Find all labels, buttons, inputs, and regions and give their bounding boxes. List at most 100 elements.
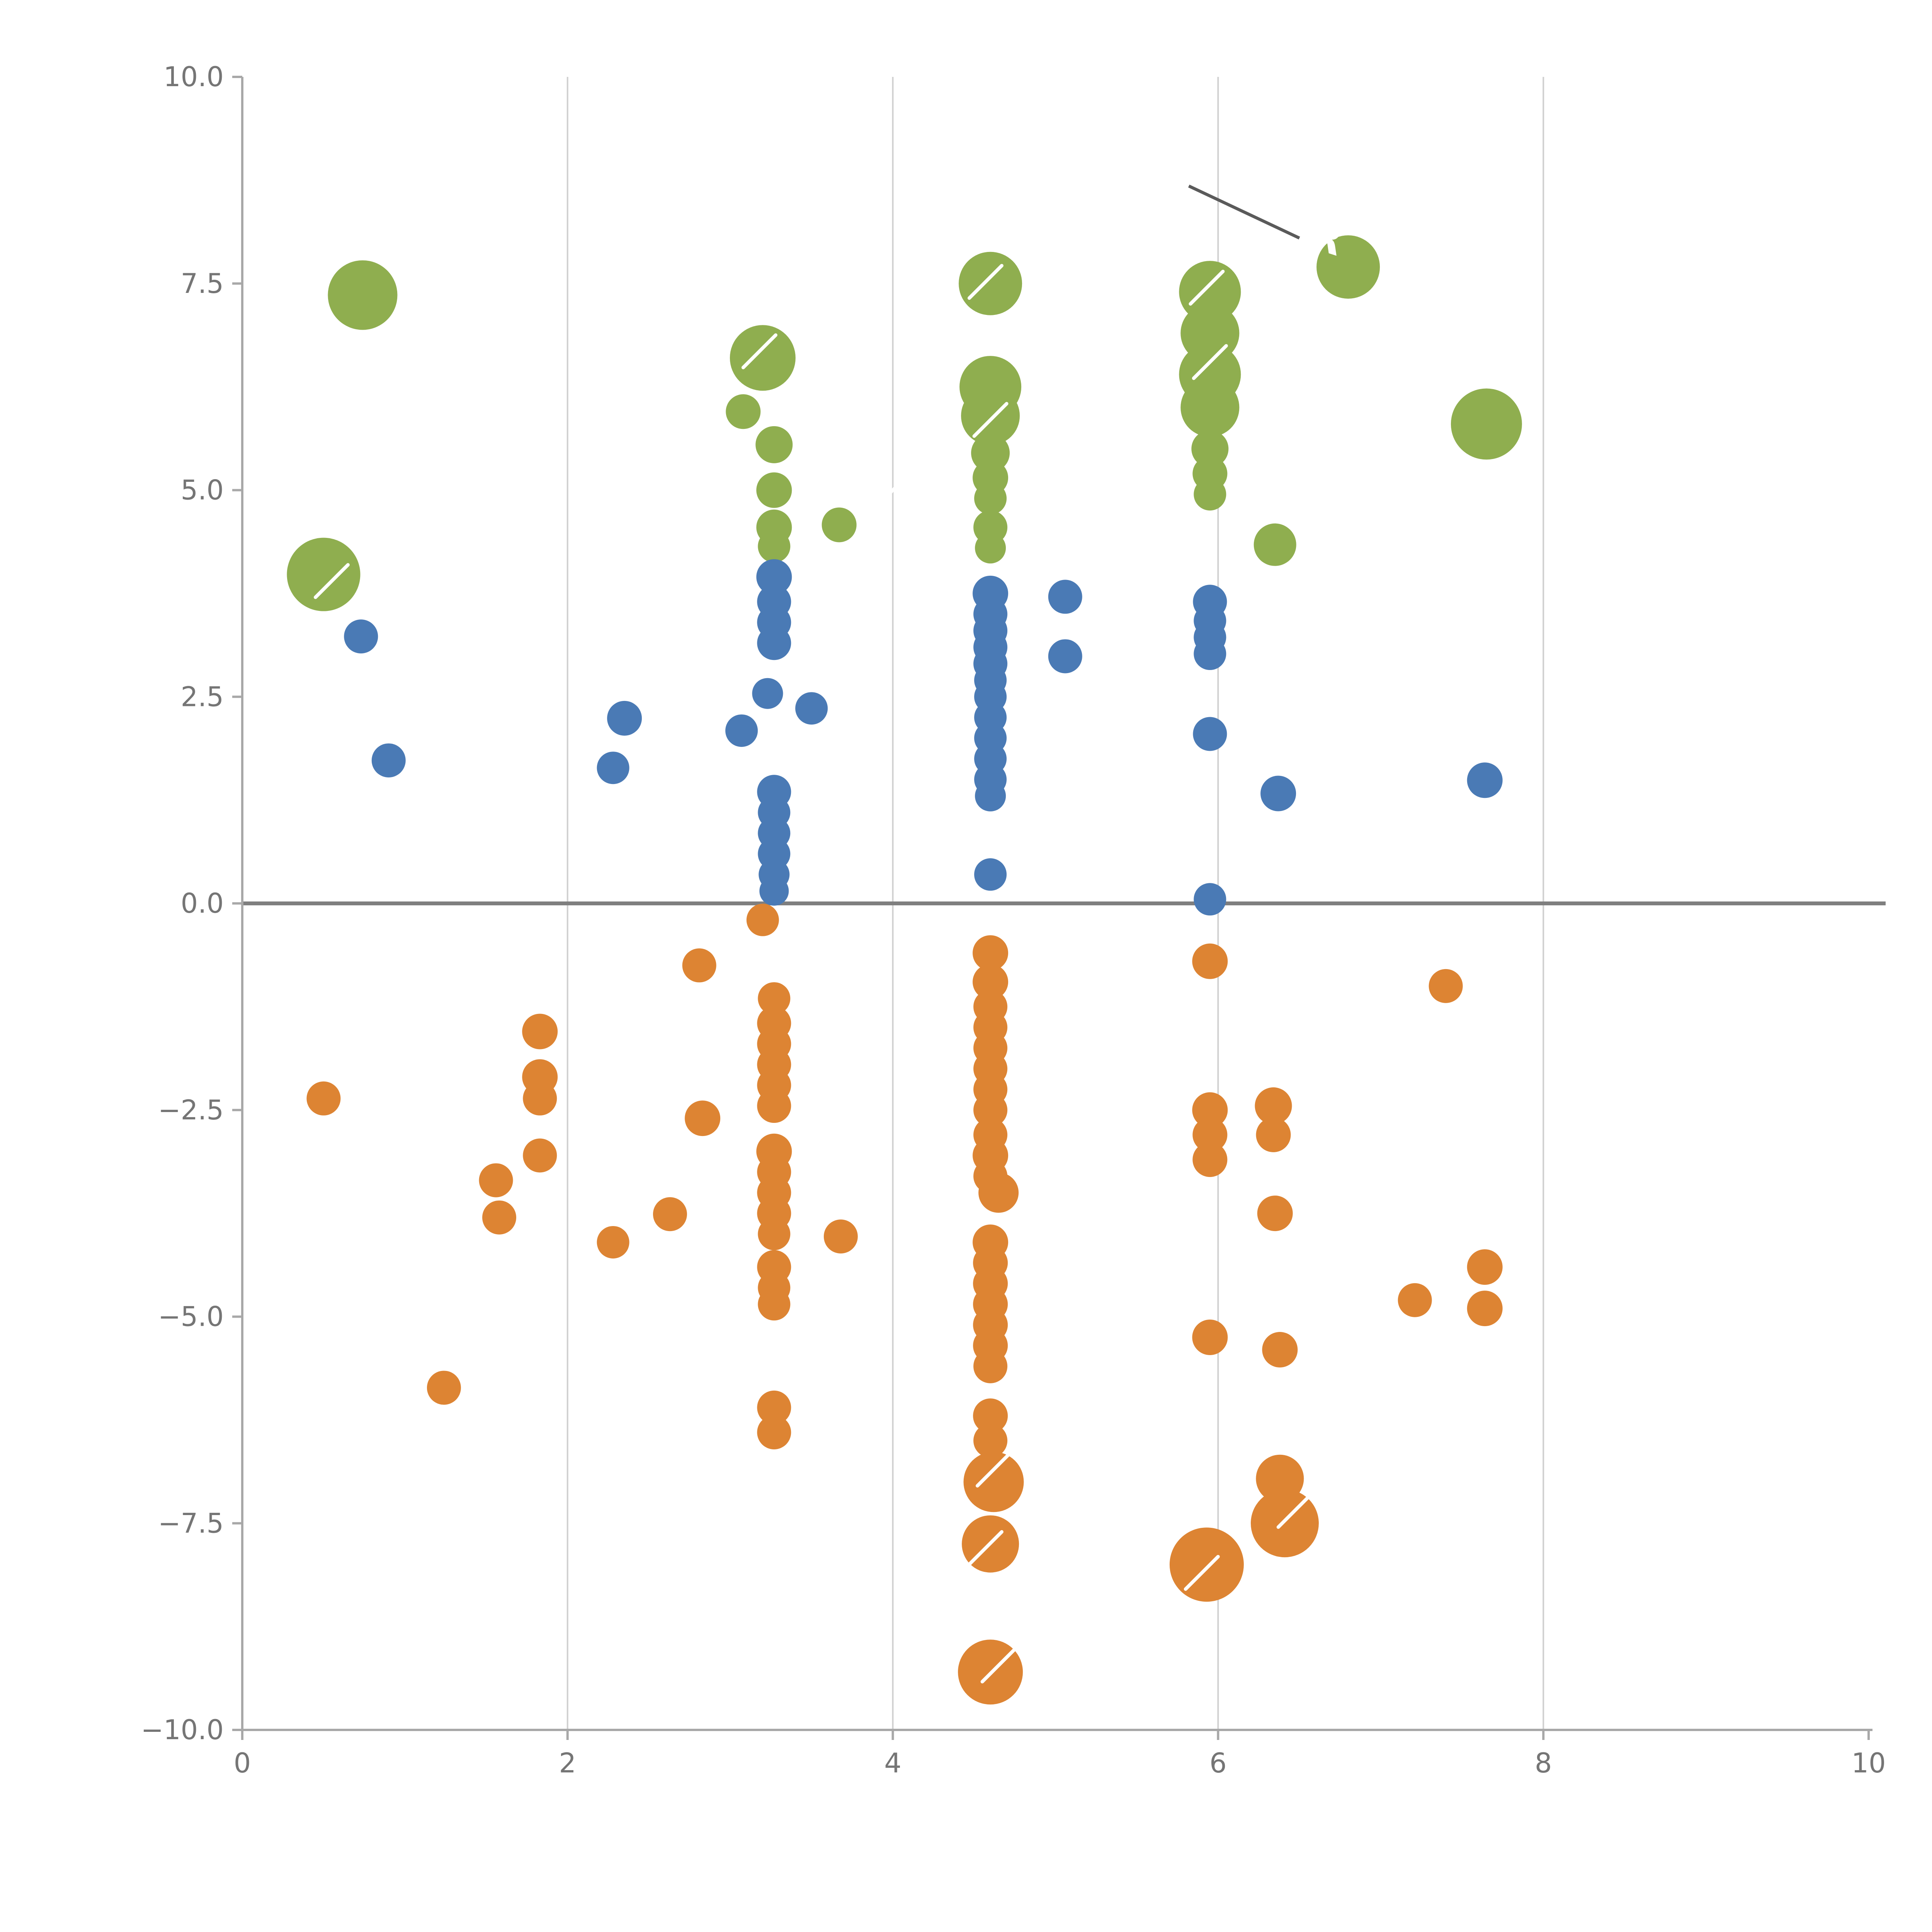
scatter-point-orange [1262, 1332, 1298, 1368]
scatter-point-orange [306, 1081, 341, 1116]
scatter-point-blue [975, 780, 1006, 811]
scatter-point-orange [1257, 1196, 1293, 1231]
scatter-point-blue [1048, 639, 1082, 673]
y-tick-label: 10.0 [163, 61, 224, 93]
scatter-point-orange [973, 935, 1009, 971]
white-slash-mark [1184, 1555, 1220, 1591]
scatter-point-orange [1429, 969, 1463, 1003]
scatter-point-green [1194, 478, 1226, 511]
x-tick-label: 6 [1209, 1747, 1227, 1779]
y-tick-label: −10.0 [141, 1714, 224, 1746]
scatter-point-orange [757, 1390, 791, 1425]
scatter-point-orange [479, 1163, 513, 1197]
scatter-point-green [821, 507, 857, 543]
white-slash-mark [313, 563, 350, 599]
scatter-point-orange [973, 1423, 1008, 1458]
scatter-point-green [974, 482, 1007, 515]
scatter-point-orange [973, 1349, 1008, 1383]
scatter-point-orange [757, 1089, 791, 1123]
white-slash-mark [875, 472, 911, 508]
scatter-point-orange [1255, 1087, 1292, 1125]
scatter-point-orange [758, 982, 791, 1015]
scatter-point-green [328, 260, 398, 330]
scatter-point-orange [823, 1219, 858, 1254]
scatter-point-orange [427, 1371, 461, 1405]
scatter-point-orange [1256, 1117, 1291, 1152]
scatter-point-green [726, 394, 761, 429]
y-tick-label: 7.5 [181, 268, 224, 299]
scatter-point-green [756, 472, 792, 508]
scatter-point-orange [758, 1218, 791, 1250]
scatter-point-orange [522, 1014, 558, 1049]
scatter-point-blue [1048, 580, 1082, 614]
scatter-point-blue [759, 876, 789, 906]
y-tick-label: 0.0 [181, 888, 224, 919]
scatter-point-orange [757, 1415, 791, 1449]
scatter-point-blue [757, 626, 791, 660]
scatter-point-green [959, 252, 1022, 315]
white-slash-mark [1276, 1493, 1313, 1529]
scatter-point-green [1179, 261, 1241, 323]
scatter-point-green [758, 530, 791, 563]
scatter-point-blue [752, 678, 783, 709]
y-tick-label: −7.5 [158, 1507, 224, 1539]
white-slash-mark [1189, 269, 1225, 306]
scatter-point-blue [974, 858, 1007, 891]
scatter-point-orange [973, 1398, 1008, 1434]
scatter-point-orange [1398, 1283, 1432, 1317]
scatter-point-orange [1169, 1527, 1244, 1602]
scatter-point-orange [1250, 1489, 1319, 1558]
white-slash-mark [972, 402, 1009, 438]
scatter-point-blue [1194, 883, 1226, 916]
annotation-line [1188, 184, 1300, 240]
scatter-point-green [1316, 235, 1380, 299]
white-slash-mark [968, 1530, 1004, 1566]
scatter-point-orange [482, 1200, 517, 1235]
white-slash-mark [968, 264, 1004, 300]
scatter-point-orange [1467, 1249, 1503, 1285]
scatter-point-orange [758, 1288, 791, 1321]
scatter-point-blue [607, 701, 642, 736]
scatter-point-green [755, 426, 793, 463]
scatter-point-blue [1193, 717, 1227, 751]
scatter-point-orange [746, 903, 779, 936]
x-tick-label: 10 [1851, 1747, 1886, 1779]
scatter-point-green [961, 386, 1020, 445]
scatter-point-green [287, 537, 361, 611]
x-tick-label: 4 [884, 1747, 901, 1779]
y-tick-label: 2.5 [181, 681, 224, 713]
scatter-point-orange [1192, 1319, 1228, 1355]
scatter-point-green [1451, 388, 1522, 460]
scatter-point-orange [682, 948, 716, 983]
scatter-point-orange [523, 1138, 557, 1173]
scatter-point-green [975, 532, 1006, 564]
scatter-point-blue [597, 752, 629, 784]
scatter-point-orange [685, 1100, 721, 1136]
scatter-point-orange [597, 1226, 629, 1259]
scatter-point-green [1191, 430, 1229, 468]
scatter-point-orange [973, 964, 1009, 1000]
scatter-point-orange [973, 1093, 1008, 1127]
x-tick-label: 0 [234, 1747, 251, 1779]
y-tick-label: −5.0 [158, 1301, 224, 1333]
scatter-point-orange [523, 1081, 557, 1116]
scatter-point-blue [1194, 638, 1226, 670]
scatter-point-green [1253, 523, 1296, 566]
scatter-point-blue [1467, 762, 1503, 798]
white-slash-mark [741, 333, 777, 369]
y-tick-label: 5.0 [181, 474, 224, 506]
white-slash-mark [980, 1647, 1017, 1684]
scatter-point-blue [756, 559, 792, 595]
scatter-point-green [730, 325, 796, 391]
scatter-point-orange [1192, 1142, 1228, 1177]
white-slash-mark [976, 1451, 1012, 1488]
scatter-point-orange [653, 1197, 687, 1231]
y-tick-label: −2.5 [158, 1094, 224, 1126]
x-tick-label: 8 [1535, 1747, 1552, 1779]
scatter-point-blue [795, 692, 828, 725]
scatter-point-orange [1192, 943, 1228, 979]
scatter-point-orange [1192, 1092, 1228, 1128]
scatter-point-green [971, 434, 1010, 473]
scatter-point-orange [978, 1172, 1019, 1213]
